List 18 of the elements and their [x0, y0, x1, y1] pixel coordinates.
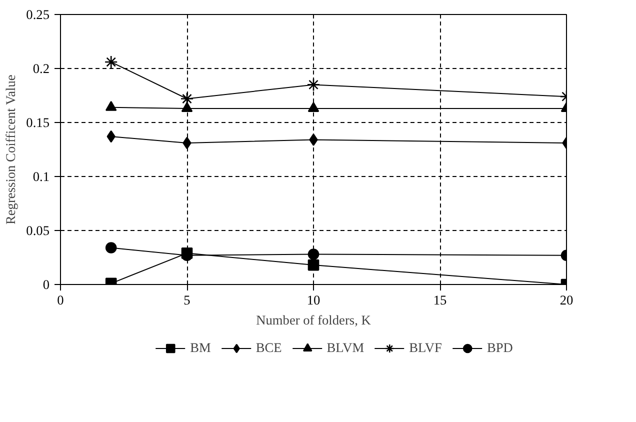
legend-label: BPD — [486, 340, 513, 356]
x-tick-label: 0 — [57, 292, 64, 308]
legend-label: BCE — [256, 340, 282, 356]
x-tick-label: 5 — [184, 292, 191, 308]
legend-label: BLVM — [326, 340, 364, 356]
y-tick-label: 0.2 — [32, 61, 50, 76]
y-tick-label: 0 — [42, 277, 50, 292]
y-tick-label: 0.05 — [26, 223, 50, 238]
x-tick-label: 15 — [433, 292, 447, 308]
x-tick-label: 10 — [306, 292, 320, 308]
y-tick-label: 0.1 — [32, 169, 50, 184]
y-axis-title: Regression Coifficent Value — [3, 74, 18, 225]
x-axis-title: Number of folders, K — [256, 312, 372, 328]
y-tick-label: 0.25 — [26, 7, 50, 22]
legend-label: BM — [190, 340, 211, 356]
legend-label: BLVF — [409, 340, 442, 356]
y-tick-label: 0.15 — [26, 115, 50, 130]
x-tick-label: 20 — [560, 292, 574, 308]
